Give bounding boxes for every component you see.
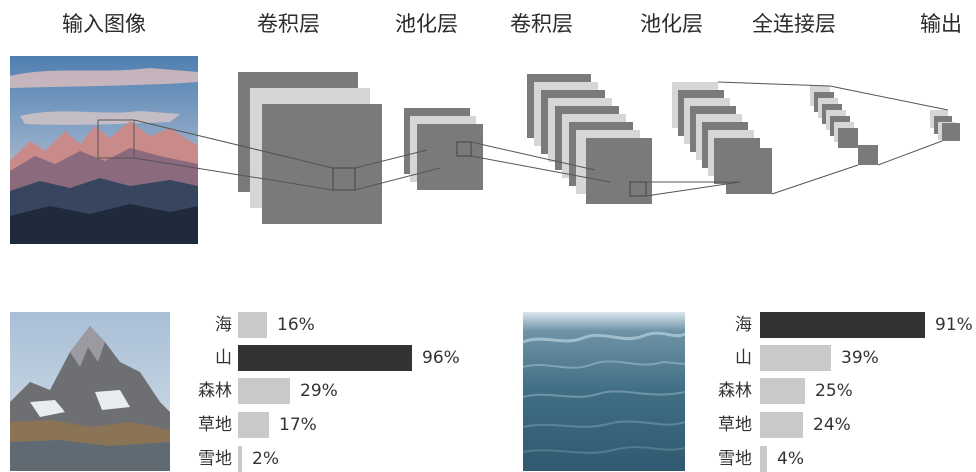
header-input-image: 输入图像 bbox=[62, 12, 146, 36]
example_sea-bar bbox=[760, 345, 831, 371]
example_mountain-bar-label: 森林 bbox=[198, 381, 232, 401]
example_sea-bar-label: 草地 bbox=[718, 415, 752, 435]
example_sea-bar bbox=[760, 312, 925, 338]
pool-layer-1-stack bbox=[404, 108, 483, 190]
example_sea-bar-value: 4% bbox=[777, 449, 804, 469]
example_mountain-bar-label: 海 bbox=[215, 315, 232, 335]
example_sea-bar-label: 森林 bbox=[718, 381, 752, 401]
conv-layer-2-stack bbox=[527, 74, 652, 204]
example_sea-bar-label: 山 bbox=[735, 348, 752, 368]
example_sea-bar bbox=[760, 446, 767, 472]
example_sea-bar-value: 25% bbox=[815, 381, 853, 401]
example_mountain-bar bbox=[238, 378, 290, 404]
example_mountain-bar bbox=[238, 345, 412, 371]
example_sea-bar-value: 91% bbox=[935, 315, 973, 335]
header-pool-layer-2: 池化层 bbox=[640, 12, 703, 36]
input-image bbox=[10, 56, 198, 244]
example_mountain-bar bbox=[238, 412, 269, 438]
header-output: 输出 bbox=[920, 12, 962, 36]
example_sea-bar bbox=[760, 412, 803, 438]
header-fc-layer: 全连接层 bbox=[752, 12, 836, 36]
example_sea-bar bbox=[760, 378, 805, 404]
example_mountain-bar-label: 雪地 bbox=[198, 449, 232, 469]
example_mountain-bar bbox=[238, 446, 242, 472]
header-conv-layer-2: 卷积层 bbox=[510, 12, 573, 36]
example_mountain-bar-value: 17% bbox=[279, 415, 317, 435]
example_mountain-bar-label: 草地 bbox=[198, 415, 232, 435]
fc-layer-stack bbox=[810, 86, 878, 165]
sea-photo bbox=[523, 312, 685, 471]
example_sea-bar-label: 雪地 bbox=[718, 449, 752, 469]
example_sea-bar-label: 海 bbox=[735, 315, 752, 335]
example_mountain-bar bbox=[238, 312, 267, 338]
connection-lines bbox=[133, 81, 949, 197]
example_mountain-bar-value: 96% bbox=[422, 348, 460, 368]
conv-layer-1-stack bbox=[238, 72, 382, 224]
header-pool-layer-1: 池化层 bbox=[395, 12, 458, 36]
example_mountain-bar-value: 29% bbox=[300, 381, 338, 401]
pool-layer-2-stack bbox=[672, 82, 772, 194]
example_sea-bar-value: 24% bbox=[813, 415, 851, 435]
example_sea-bar-value: 39% bbox=[841, 348, 879, 368]
output-layer-stack bbox=[930, 110, 960, 141]
cnn-diagram bbox=[133, 72, 960, 224]
mountain-photo bbox=[10, 312, 170, 471]
header-conv-layer-1: 卷积层 bbox=[257, 12, 320, 36]
example_mountain-bar-value: 2% bbox=[252, 449, 279, 469]
example_mountain-bar-label: 山 bbox=[215, 348, 232, 368]
example_mountain-bar-value: 16% bbox=[277, 315, 315, 335]
